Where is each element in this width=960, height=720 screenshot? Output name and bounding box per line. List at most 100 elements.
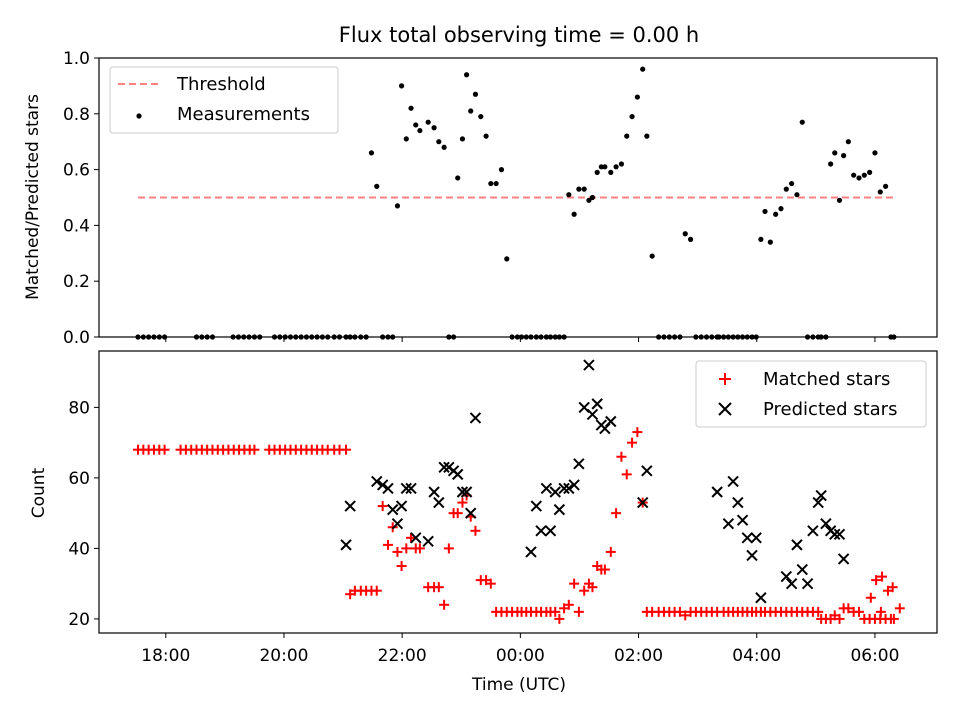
x-tick-label: 18:00 — [141, 646, 190, 666]
bottom-y-tick-label: 20 — [68, 610, 90, 630]
measurement-point — [394, 203, 401, 209]
matched-star-point — [611, 508, 622, 519]
measurement-point — [799, 119, 805, 125]
matched-star-point — [569, 578, 580, 589]
matched-star-point — [554, 613, 565, 624]
predicted-star-point — [433, 496, 445, 509]
predicted-star-point — [833, 528, 846, 541]
top-panel: Flux total observing time = 0.00 h Match… — [23, 23, 938, 348]
matched-star-point — [853, 606, 864, 617]
matched-star-point — [605, 546, 616, 557]
x-tick-label: 22:00 — [378, 646, 427, 666]
predicted-star-point — [410, 532, 422, 544]
matched-star-point — [865, 592, 876, 603]
measurement-point — [634, 94, 640, 100]
legend-predicted-swatch — [718, 402, 732, 416]
measurement-point — [468, 108, 474, 114]
measurement-point — [571, 211, 577, 217]
measurement-point — [762, 208, 768, 215]
matched-star-point — [680, 610, 691, 621]
measurement-point — [861, 172, 867, 178]
measurement-point — [431, 125, 437, 131]
predicted-star-point — [837, 553, 850, 565]
legend-measurements-swatch — [136, 113, 142, 119]
predicted-star-point — [535, 525, 547, 537]
predicted-star-point — [796, 563, 808, 576]
legend-box — [109, 66, 339, 134]
predicted-star-point — [583, 359, 595, 371]
matched-star-point — [433, 582, 444, 593]
predicted-star-point — [722, 518, 735, 530]
predicted-star-point — [469, 412, 482, 424]
measurement-point — [841, 153, 847, 159]
matched-star-point — [470, 525, 481, 536]
predicted-star-point — [820, 518, 832, 530]
measurement-point — [618, 161, 625, 167]
x-tick-label: 02:00 — [614, 646, 663, 666]
predicted-star-point — [815, 489, 827, 502]
measurement-point — [773, 211, 779, 217]
matched-star-point — [871, 575, 882, 586]
measurement-point — [493, 180, 499, 187]
matched-star-point — [834, 613, 845, 624]
measurement-point — [794, 192, 800, 198]
predicted-star-point — [801, 577, 814, 590]
measurement-point — [504, 256, 510, 262]
predicted-star-point — [785, 577, 798, 590]
predicted-star-point — [540, 482, 553, 495]
matched-star-point — [443, 543, 454, 554]
predicted-star-point — [741, 532, 754, 544]
predicted-star-point — [732, 496, 744, 509]
predicted-star-point — [340, 539, 352, 551]
legend-predicted-label: Predicted stars — [763, 399, 897, 420]
predicted-star-point — [755, 592, 767, 604]
predicted-star-point — [438, 461, 450, 474]
measurement-point — [882, 183, 889, 189]
measurement-point — [403, 136, 409, 142]
matched-star-point — [877, 571, 888, 582]
measurement-point — [594, 169, 600, 175]
predicted-star-point — [395, 500, 408, 512]
x-tick-label: 00:00 — [496, 646, 545, 666]
predicted-star-point — [780, 570, 793, 583]
top-y-axis-label: Matched/Predicted stars — [23, 94, 43, 300]
predicted-star-point — [727, 475, 739, 488]
matched-star-point — [550, 606, 561, 617]
measurement-point — [856, 175, 862, 181]
measurement-point — [478, 113, 484, 120]
matched-star-point — [414, 543, 425, 554]
measurement-point — [374, 183, 380, 189]
predicted-star-point — [549, 486, 561, 498]
measurement-point — [488, 180, 494, 187]
legend-threshold-label: Threshold — [176, 74, 266, 95]
predicted-star-point — [452, 468, 464, 481]
matched-star-point — [599, 564, 610, 575]
matched-star-point — [573, 606, 584, 617]
matched-star-point — [674, 606, 685, 617]
measurement-point — [472, 91, 479, 97]
measurement-point — [682, 231, 688, 237]
predicted-star-point — [422, 535, 434, 548]
predicted-star-point — [456, 486, 469, 498]
matched-star-point — [887, 582, 898, 593]
measurement-point — [459, 136, 466, 142]
bottom-plot-frame — [98, 350, 938, 634]
matched-star-point — [587, 582, 598, 593]
top-legend: Threshold Measurements — [109, 66, 339, 134]
measurement-point — [463, 72, 470, 78]
bottom-plot-area: 20 40 60 80 18:00 20:00 22:00 00:00 02:00 04:00 06… — [68, 359, 905, 666]
matched-star-point — [813, 606, 824, 617]
predicted-star-point — [428, 486, 440, 498]
measurement-point — [778, 206, 784, 212]
matched-star-point — [485, 578, 496, 589]
top-plot-area: 0.0 0.2 0.4 0.6 0.8 1.0 — [63, 49, 897, 348]
predicted-star-point — [807, 525, 819, 537]
predicted-star-point — [405, 482, 417, 495]
measurement-point — [758, 236, 764, 242]
matched-star-point — [579, 585, 590, 596]
predicted-star-point — [465, 507, 477, 519]
x-axis-label: Time (UTC) — [471, 675, 566, 695]
measurement-point — [425, 119, 431, 125]
matched-star-point — [371, 585, 382, 596]
x-tick-label: 20:00 — [259, 646, 308, 666]
